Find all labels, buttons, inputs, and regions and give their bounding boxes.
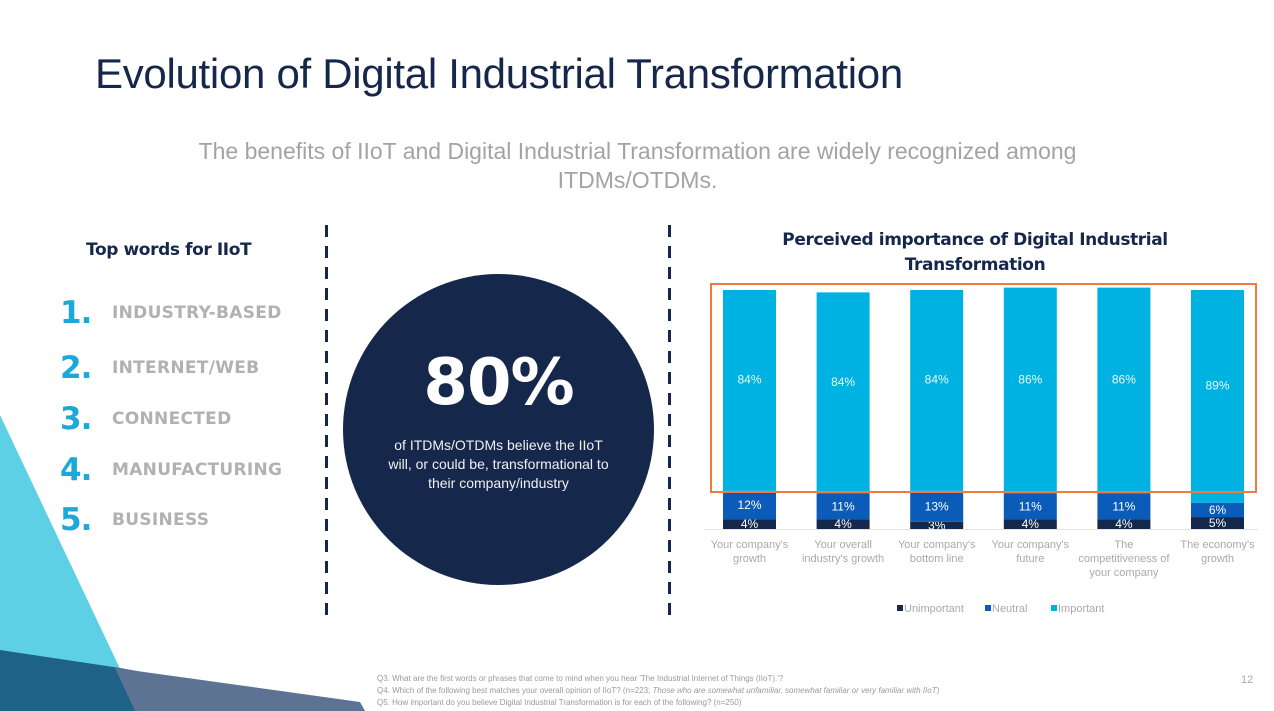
top-word-item: 3. CONNECTED: [60, 399, 232, 439]
bar-segment-neutral: [1191, 502, 1244, 518]
word-label: BUSINESS: [112, 510, 210, 530]
data-label: 4%: [741, 517, 759, 531]
rank-number: 2.: [60, 350, 92, 386]
data-label: 6%: [1209, 503, 1227, 517]
word-label: CONNECTED: [112, 409, 232, 429]
word-label: MANUFACTURING: [112, 460, 283, 480]
category-label: growth: [1201, 553, 1234, 565]
rank-number: 4.: [60, 452, 92, 488]
legend-label: Unimportant: [904, 603, 964, 615]
footnote-q4: Q4. Which of the following best matches …: [377, 685, 939, 697]
bar-segment-important: [910, 290, 964, 491]
top-word-item: 5. BUSINESS: [60, 500, 209, 540]
bar-segment-unimportant: [910, 521, 964, 529]
legend-label: Neutral: [992, 603, 1027, 615]
chart-title: Perceived importance of Digital Industri…: [782, 230, 1168, 275]
bar-segment-important: [1097, 287, 1151, 494]
bar-segment-important: [1003, 287, 1057, 494]
bar-segment-neutral: [1097, 493, 1151, 520]
bar-segment-neutral: [816, 493, 870, 520]
bar-segment-unimportant: [1097, 519, 1151, 529]
stat-description: of ITDMs/OTDMs believe the IIoT will, or…: [388, 437, 609, 491]
bar-segment-neutral: [1003, 493, 1057, 520]
bar-segment-important: [816, 292, 870, 494]
data-label: 4%: [1022, 517, 1040, 531]
data-label: 84%: [737, 372, 761, 386]
data-label: 11%: [1112, 499, 1135, 513]
word-label: INTERNET/WEB: [112, 358, 260, 378]
stat-value: 80%: [423, 346, 574, 420]
category-label: The: [1114, 539, 1133, 551]
slide-title: Evolution of Digital Industrial Transfor…: [95, 50, 903, 97]
data-label: 84%: [831, 375, 855, 389]
bar-segment-unimportant: [816, 519, 870, 529]
category-label: The economy's: [1180, 539, 1255, 551]
word-label: INDUSTRY-BASED: [112, 303, 282, 323]
bar-segment-unimportant: [1003, 519, 1057, 529]
data-label: 4%: [1115, 517, 1133, 531]
page-number: 12: [1241, 674, 1254, 686]
category-label: growth: [733, 553, 766, 565]
slide-subtitle: The benefits of IIoT and Digital Industr…: [198, 138, 1077, 193]
rank-number: 5.: [60, 502, 92, 538]
rank-number: 3.: [60, 401, 92, 437]
footnote-q3: Q3. What are the first words or phrases …: [377, 674, 784, 683]
data-label: 11%: [832, 499, 855, 513]
category-label: Your overall: [814, 539, 872, 551]
footnote-q4-italic: Those who are somewhat unfamiliar, somew…: [652, 686, 937, 695]
legend-swatch-neutral: [985, 605, 991, 611]
top-word-item: 1. INDUSTRY-BASED: [60, 293, 282, 333]
data-label: 84%: [925, 372, 949, 386]
dashed-divider-left: [325, 225, 328, 620]
data-label: 89%: [1205, 378, 1229, 392]
bar-segment-unimportant: [1191, 517, 1244, 529]
category-label: future: [1016, 553, 1044, 565]
stat-circle: 80% of ITDMs/OTDMs believe the IIoT will…: [343, 274, 654, 585]
legend-label: Important: [1058, 603, 1104, 615]
top-word-item: 2. INTERNET/WEB: [60, 348, 259, 388]
category-label: your company: [1089, 567, 1159, 579]
category-label: bottom line: [910, 553, 964, 565]
category-label: Your company's: [711, 539, 789, 551]
category-label: Your company's: [898, 539, 976, 551]
category-label: Your company's: [992, 539, 1070, 551]
data-label: 13%: [925, 499, 949, 513]
footnote-q4-end: ): [936, 686, 940, 695]
top-word-item: 4. MANUFACTURING: [60, 450, 282, 490]
data-label: 86%: [1018, 372, 1042, 386]
data-label: 86%: [1112, 372, 1136, 386]
data-label: 12%: [737, 498, 761, 512]
data-label: 5%: [1209, 516, 1227, 530]
dashed-divider-right: [668, 225, 671, 620]
category-label: competitiveness of: [1078, 553, 1170, 565]
bar-segment-important: [723, 290, 776, 491]
data-label: 3%: [928, 518, 946, 532]
legend-swatch-unimportant: [897, 605, 903, 611]
footnote-q4-main: Q4. Which of the following best matches …: [377, 686, 653, 695]
bar-segment-important: [1191, 290, 1244, 503]
footnotes: Q3. What are the first words or phrases …: [377, 673, 939, 709]
category-label: industry's growth: [802, 553, 884, 565]
legend-swatch-important: [1051, 605, 1057, 611]
bar-segment-neutral: [910, 490, 964, 522]
rank-number: 1.: [60, 295, 92, 331]
footnote-q5: Q5. How important do you believe Digital…: [377, 698, 742, 707]
data-label: 4%: [834, 517, 852, 531]
bar-segment-neutral: [723, 490, 776, 520]
highlight-box: [710, 283, 1257, 493]
bar-segment-unimportant: [723, 519, 776, 529]
data-label: 11%: [1019, 499, 1042, 513]
top-words-heading: Top words for IIoT: [86, 240, 252, 260]
